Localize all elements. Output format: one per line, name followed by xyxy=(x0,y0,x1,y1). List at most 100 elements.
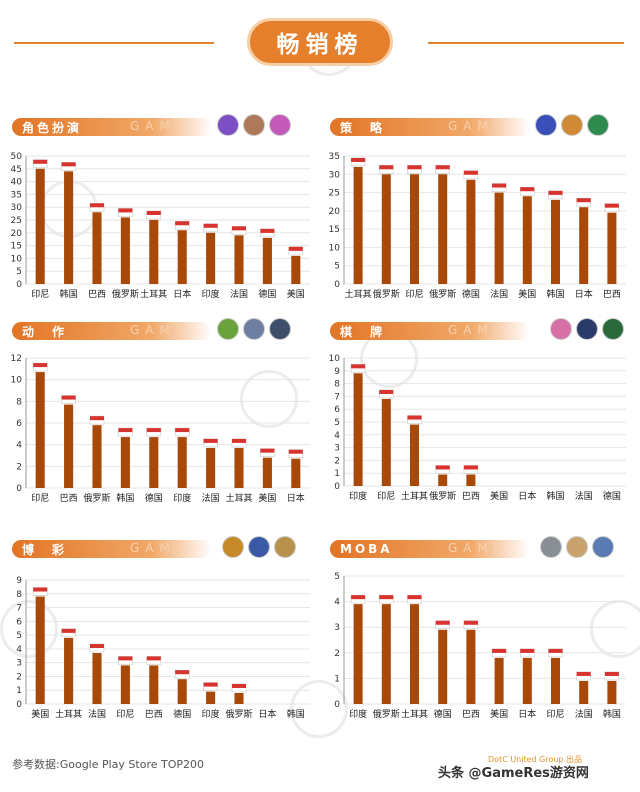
country-flag-stripe xyxy=(118,656,133,661)
chart-title-ghost: GAME xyxy=(448,541,508,555)
bar xyxy=(409,174,420,284)
x-tick-label: 印尼 xyxy=(31,492,49,504)
x-tick-label: 俄罗斯 xyxy=(373,708,400,720)
bar xyxy=(409,604,420,704)
x-tick-label: 印度 xyxy=(202,708,220,720)
title-line-right xyxy=(428,42,624,44)
chart-panel: 策 略 GAME 0 5 10 15 20 25 30 35 土耳其 俄罗斯 印尼 俄罗斯 德国 法国 美国 韩国… xyxy=(329,114,630,308)
country-flag-stripe xyxy=(203,438,218,443)
country-flag-stripe xyxy=(146,656,161,661)
bar xyxy=(291,255,301,284)
x-tick-label: 土耳其 xyxy=(140,288,167,300)
country-flag-stripe xyxy=(351,595,366,600)
x-tick-label: 德国 xyxy=(434,708,452,720)
country-flag-stripe xyxy=(61,162,76,167)
x-tick-label: 德国 xyxy=(258,288,276,300)
y-tick-label: 25 xyxy=(329,189,340,199)
y-tick-label: 15 xyxy=(11,242,22,252)
country-flag-stripe xyxy=(407,595,422,600)
bar xyxy=(35,168,45,284)
chart-title-ghost: GAME xyxy=(448,119,508,133)
source-note: 参考数据:Google Play Store TOP200 xyxy=(12,758,205,771)
publisher-note: DotC United Group 出品 xyxy=(488,755,583,764)
y-tick-label: 40 xyxy=(11,178,23,188)
bar xyxy=(494,657,504,704)
y-tick-label: 0 xyxy=(16,700,22,710)
bar xyxy=(149,220,159,284)
y-tick-label: 35 xyxy=(11,190,22,200)
country-flag-stripe xyxy=(260,228,275,233)
bar xyxy=(607,212,617,284)
y-tick-label: 0 xyxy=(334,280,340,290)
game-icon xyxy=(540,536,562,558)
x-tick-label: 法国 xyxy=(202,492,220,504)
country-flag-stripe xyxy=(520,648,535,653)
x-tick-label: 俄罗斯 xyxy=(83,492,110,504)
bar xyxy=(177,230,187,284)
x-tick-label: 韩国 xyxy=(287,708,305,720)
game-icon xyxy=(592,536,614,558)
country-flag-stripe xyxy=(232,438,246,443)
page-title: 畅销榜 xyxy=(247,18,393,66)
y-tick-label: 30 xyxy=(329,170,341,180)
country-flag-stripe xyxy=(33,363,48,368)
y-tick-label: 5 xyxy=(334,418,340,428)
country-flag-stripe xyxy=(118,428,133,433)
y-tick-label: 2 xyxy=(16,462,22,472)
bar xyxy=(466,474,476,486)
country-flag-stripe xyxy=(492,648,507,653)
chart-title-ghost: GAME xyxy=(130,323,190,337)
bar xyxy=(92,212,102,284)
bar-chart: 0 1 2 3 4 5 6 7 8 9 10 印度 印尼 土耳其 俄罗斯 巴西 美国 日本 韩国 法国 德国 xyxy=(329,354,626,502)
game-icons xyxy=(540,536,614,558)
chart-title-tag: 角色扮演 GAME xyxy=(12,118,212,136)
x-tick-label: 印度 xyxy=(202,288,220,300)
y-tick-label: 6 xyxy=(334,405,340,415)
x-tick-label: 韩国 xyxy=(546,490,564,502)
game-icons xyxy=(217,318,291,340)
bar xyxy=(92,653,102,704)
chart-panel: MOBA GAME 0 1 2 3 4 5 印度 俄罗斯 土耳其 德国 巴西 美国 日本 印尼 法国 韩国 xyxy=(330,536,630,728)
chart-panel: 棋 牌 GAME 0 1 2 3 4 5 6 7 8 9 10 印度 印尼 土耳其 俄罗斯 巴西 美国 日本 韩国 法国德… xyxy=(329,318,630,510)
country-flag-stripe xyxy=(61,628,76,633)
y-tick-label: 1 xyxy=(334,674,340,684)
x-tick-label: 法国 xyxy=(490,288,508,300)
game-icon xyxy=(217,318,239,340)
y-tick-label: 10 xyxy=(329,354,341,364)
chart-title: 棋 牌 xyxy=(340,324,386,339)
country-flag-stripe xyxy=(463,620,478,625)
game-icon xyxy=(566,536,588,558)
bar xyxy=(353,166,363,284)
country-flag-stripe xyxy=(90,644,104,649)
x-tick-label: 日本 xyxy=(575,288,593,300)
x-tick-label: 美国 xyxy=(490,708,508,720)
country-flag-stripe xyxy=(604,203,619,208)
chart-title-tag: 博 彩 GAME xyxy=(12,540,212,558)
x-tick-label: 印尼 xyxy=(31,288,49,300)
country-flag-stripe xyxy=(288,246,303,251)
watermark-circle xyxy=(290,680,348,738)
x-tick-label: 韩国 xyxy=(60,288,78,300)
x-tick-label: 俄罗斯 xyxy=(429,490,456,502)
x-tick-label: 法国 xyxy=(88,708,106,720)
chart-title-ghost: GAME xyxy=(130,541,190,555)
bar xyxy=(381,398,391,486)
country-flag-stripe xyxy=(492,183,507,188)
x-tick-label: 印度 xyxy=(349,490,367,502)
x-tick-label: 巴西 xyxy=(88,289,106,300)
bar xyxy=(64,637,74,704)
chart-title-tag: 棋 牌 GAME xyxy=(330,322,530,340)
y-tick-label: 1 xyxy=(334,469,340,479)
country-flag-stripe xyxy=(435,620,450,625)
y-tick-label: 4 xyxy=(334,431,340,441)
country-flag-stripe xyxy=(379,165,394,170)
bar xyxy=(381,174,391,284)
chart-panel: 角色扮演 GAME 0 5 10 15 20 25 30 35 40 45 50 印尼 韩国 巴西 俄罗斯 土耳其… xyxy=(11,114,312,308)
x-tick-label: 巴西 xyxy=(462,491,480,502)
game-icon xyxy=(550,318,572,340)
y-tick-label: 10 xyxy=(11,254,23,264)
x-tick-label: 德国 xyxy=(145,492,163,504)
x-tick-label: 法国 xyxy=(575,490,593,502)
y-tick-label: 50 xyxy=(11,152,23,162)
x-tick-label: 美国 xyxy=(518,288,536,300)
